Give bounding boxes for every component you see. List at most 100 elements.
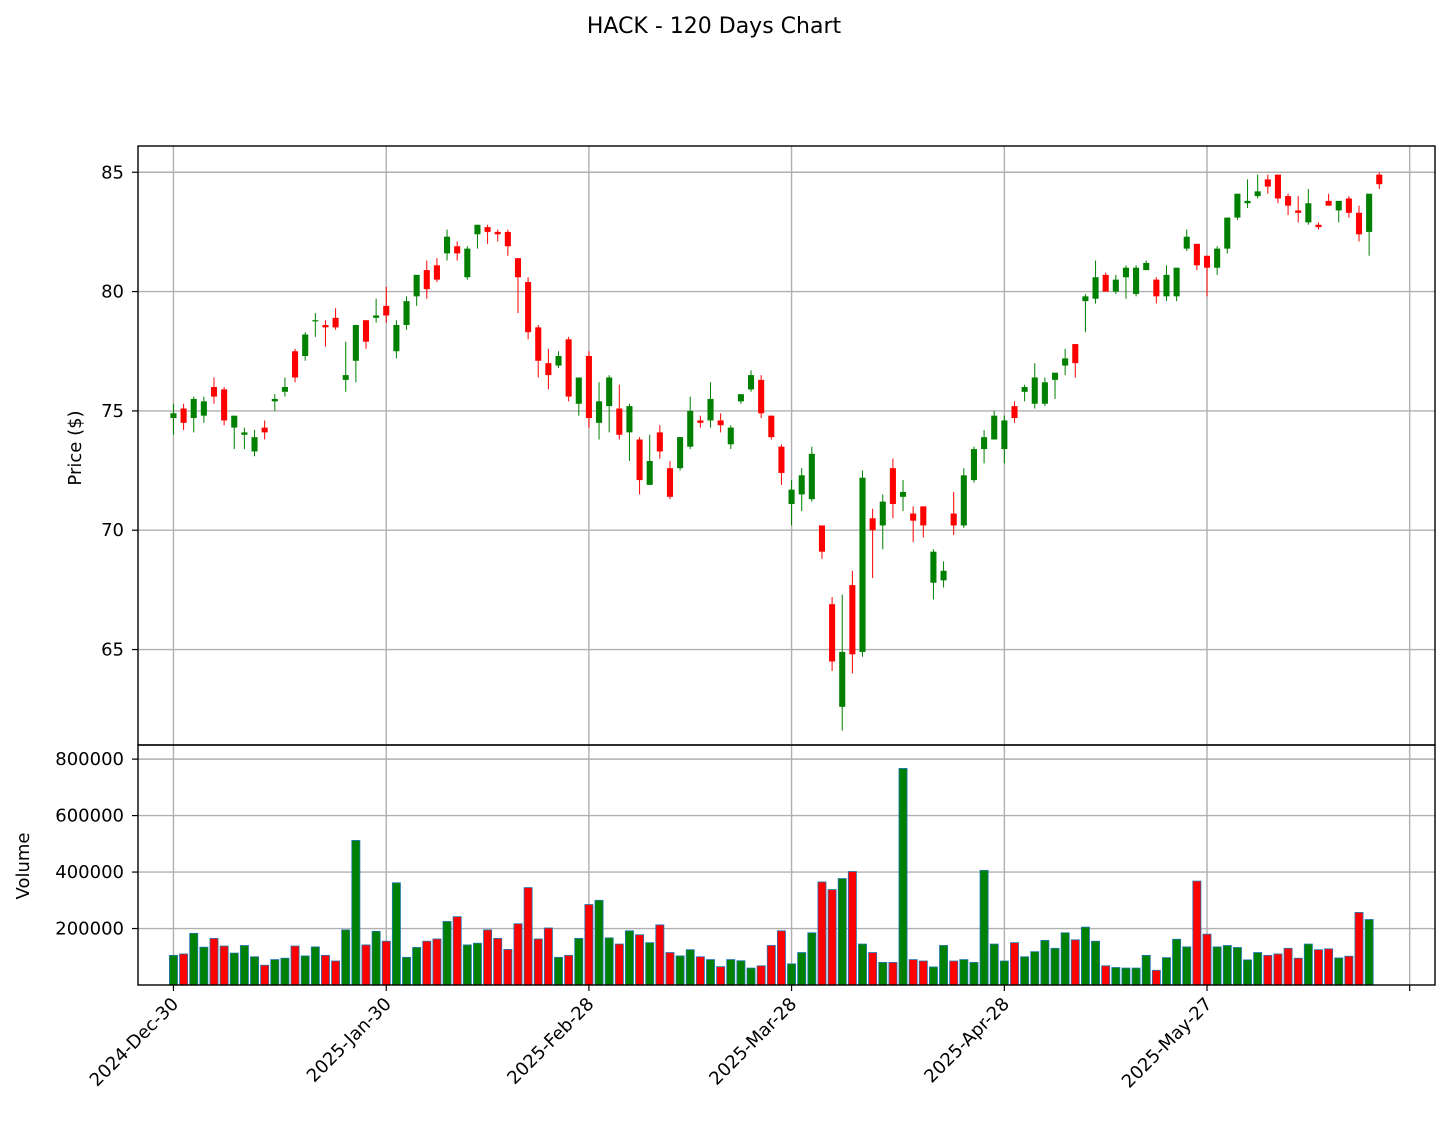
candle-body — [494, 231, 501, 235]
volume-bar — [655, 924, 665, 986]
candle-body — [1254, 191, 1261, 197]
volume-bar — [179, 953, 189, 986]
volume-bar — [331, 960, 341, 986]
candle-body — [1041, 382, 1048, 404]
volume-bar — [1060, 932, 1070, 986]
volume-axis-label: Volume — [13, 833, 34, 900]
candle-body — [585, 356, 592, 419]
volume-bar — [239, 945, 249, 986]
volume-bar — [412, 947, 422, 986]
volume-bar — [878, 962, 888, 986]
volume-bar — [564, 954, 574, 986]
candle-body — [383, 305, 390, 316]
volume-bar — [189, 932, 199, 986]
volume-bar — [959, 959, 969, 986]
volume-bar — [1111, 967, 1121, 986]
volume-bar — [391, 882, 401, 986]
volume-bar — [1354, 912, 1364, 986]
volume-bar — [1162, 957, 1171, 986]
x-tick-label: 2024-Dec-30 — [86, 994, 183, 1091]
volume-bar — [493, 938, 503, 986]
volume-bar — [726, 959, 736, 986]
volume-bar — [766, 945, 776, 986]
volume-bar — [716, 966, 726, 986]
candle-body — [707, 398, 714, 421]
candle-body — [727, 427, 734, 445]
candle-body — [514, 258, 522, 278]
volume-bar — [402, 956, 411, 986]
candle-body — [1011, 406, 1018, 419]
candle-body — [687, 410, 694, 447]
volume-bar — [939, 945, 949, 986]
volume-bar — [949, 960, 959, 986]
volume-bar — [422, 940, 432, 986]
candle-body — [991, 415, 998, 440]
volume-bar — [260, 964, 270, 986]
candle-body — [616, 408, 623, 435]
candle-body — [444, 236, 451, 254]
candle-body — [200, 401, 207, 416]
volume-bar — [868, 952, 878, 986]
candle-body — [1305, 203, 1312, 223]
volume-bar — [979, 869, 989, 986]
candle-body — [1244, 200, 1251, 204]
candle-body — [180, 408, 187, 423]
volume-bar — [1182, 946, 1192, 986]
volume-bar — [594, 899, 604, 986]
candle-body — [1264, 179, 1271, 187]
volume-bar — [989, 943, 999, 986]
candle-body — [981, 437, 988, 450]
volume-tick-label: 800000 — [55, 749, 124, 770]
candle-body — [454, 246, 461, 254]
candle-body — [1325, 200, 1332, 206]
chart-title: HACK - 120 Days Chart — [587, 14, 842, 39]
candle-body — [1355, 212, 1363, 235]
candle-body — [626, 406, 633, 433]
volume-bar — [169, 954, 178, 986]
volume-bar — [827, 889, 837, 986]
volume-bar — [1192, 880, 1202, 986]
candle-body — [1092, 277, 1099, 299]
candle-body — [859, 477, 866, 652]
volume-bar — [1253, 952, 1263, 986]
volume-bar — [1364, 919, 1374, 986]
candle-body — [1072, 344, 1079, 364]
x-tick-label: 2025-Apr-28 — [920, 994, 1014, 1088]
volume-bar — [1344, 955, 1354, 986]
volume-bar — [847, 871, 857, 986]
volume-bar — [270, 959, 280, 986]
candle-body — [221, 389, 228, 421]
volume-bar — [1334, 957, 1344, 986]
volume-tick-label: 600000 — [55, 806, 124, 827]
candle-body — [1295, 210, 1302, 213]
candle-body — [1143, 262, 1150, 271]
candle-body — [271, 398, 278, 402]
volume-bar — [554, 956, 563, 986]
volume-bar — [736, 960, 746, 986]
volume-bar — [219, 945, 229, 986]
price-axis-label: Price ($) — [65, 410, 86, 485]
candle-body — [808, 453, 815, 500]
volume-bar — [199, 946, 209, 986]
volume-bar — [1273, 953, 1283, 986]
candle-body — [1345, 198, 1352, 213]
candle-body — [504, 231, 511, 247]
volume-bar — [1010, 942, 1019, 986]
candle-body — [1001, 420, 1008, 450]
candle-body — [1153, 279, 1160, 297]
candle-body — [1163, 274, 1170, 297]
candle-body — [302, 334, 309, 357]
volume-bar — [797, 952, 807, 986]
volume-bar — [645, 942, 655, 986]
volume-bar — [1324, 948, 1334, 986]
volume-bar — [685, 949, 695, 986]
candle-body — [646, 461, 653, 485]
candle-body — [758, 379, 765, 414]
volume-bar — [1050, 947, 1060, 986]
volume-tick-label: 400000 — [55, 862, 124, 883]
candle-body — [1062, 358, 1069, 366]
volume-bar — [452, 916, 462, 986]
volume-bar — [351, 840, 361, 986]
candle-body — [829, 604, 836, 662]
candle-body — [1285, 196, 1292, 206]
